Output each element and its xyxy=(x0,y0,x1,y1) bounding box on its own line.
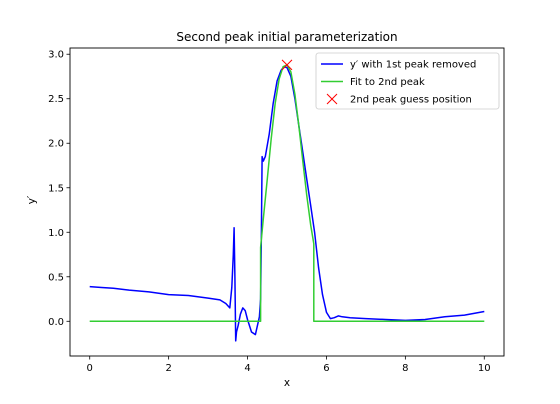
legend-label-2: 2nd peak guess position xyxy=(350,95,472,106)
y-tick-label-6: 3.0 xyxy=(48,50,64,61)
legend-box xyxy=(315,52,500,110)
legend-label-0: y′ with 1st peak removed xyxy=(350,60,476,71)
x-tick-label-5: 10 xyxy=(478,363,491,374)
legend: y′ with 1st peak removed Fit to 2nd peak 2… xyxy=(315,52,500,110)
y-tick-label-4: 2.0 xyxy=(48,139,64,150)
y-tick-label-3: 1.5 xyxy=(48,183,64,194)
x-tick-label-0: 0 xyxy=(87,363,93,374)
y-axis-ticks: 0.0 0.5 1.0 1.5 2.0 2.5 3.0 xyxy=(48,50,70,328)
y-tick-label-0: 0.0 xyxy=(48,317,64,328)
y-tick-label-1: 0.5 xyxy=(48,272,64,283)
x-tick-label-3: 6 xyxy=(323,363,329,374)
series-marker-2-0 xyxy=(281,59,293,71)
y-tick-label-2: 1.0 xyxy=(48,228,64,239)
legend-swatch-2 xyxy=(326,93,338,105)
legend-label-1: Fit to 2nd peak xyxy=(350,77,425,88)
x-axis-ticks: 0 2 4 6 8 10 xyxy=(87,356,491,374)
y-axis-label: y′ xyxy=(26,195,38,204)
chart-title: Second peak initial parameterization xyxy=(176,30,397,44)
x-tick-label-1: 2 xyxy=(165,363,171,374)
plot-area xyxy=(89,59,485,342)
x-tick-label-2: 4 xyxy=(244,363,250,374)
x-tick-label-4: 8 xyxy=(402,363,408,374)
y-tick-label-5: 2.5 xyxy=(48,94,64,105)
series-line-0 xyxy=(89,65,485,342)
x-axis-label: x xyxy=(284,377,290,389)
axes-frame xyxy=(69,47,505,357)
